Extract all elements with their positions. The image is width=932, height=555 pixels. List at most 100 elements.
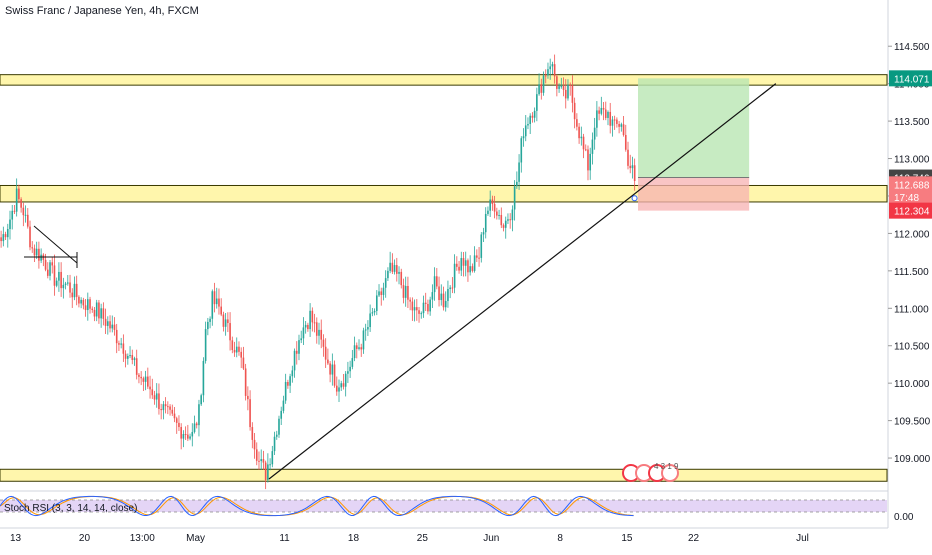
candle [209, 316, 211, 329]
candle-body [609, 111, 612, 126]
candle [64, 281, 67, 290]
candle-body [24, 214, 27, 216]
zone-base [0, 468, 888, 482]
candle-body [438, 286, 440, 301]
candle-body [444, 301, 447, 308]
candle-body [269, 464, 271, 466]
candle-body [456, 263, 458, 267]
candle-body [235, 346, 238, 353]
candle [98, 299, 100, 324]
candle [522, 128, 525, 147]
candle [24, 205, 27, 223]
candle-body [627, 149, 629, 166]
candle-body [602, 107, 605, 110]
candle [207, 317, 209, 336]
candle [349, 360, 351, 378]
candle-body [620, 124, 623, 127]
candle [476, 249, 478, 263]
candle-body [15, 188, 18, 212]
candle-body [220, 306, 222, 315]
candle-body [531, 115, 534, 118]
candle [484, 207, 487, 239]
candle [95, 299, 98, 322]
candle [593, 117, 596, 150]
price-tick-label: 114.500 [894, 42, 930, 53]
candle-body [71, 292, 74, 298]
candle [151, 378, 154, 399]
candle [453, 254, 456, 294]
candle [133, 356, 136, 366]
candle-body [576, 119, 578, 127]
candle [220, 298, 222, 317]
candle-body [98, 302, 100, 319]
candle [215, 287, 218, 309]
candle-body [9, 219, 11, 230]
candle [382, 282, 385, 301]
candle [309, 303, 311, 337]
candle [120, 337, 122, 349]
candle-body [618, 123, 620, 127]
candle [35, 241, 38, 260]
candle [335, 376, 338, 396]
candle-body [282, 400, 285, 411]
candle-body [311, 310, 314, 323]
candle [122, 334, 125, 362]
candle-body [518, 162, 520, 182]
candle-body [571, 85, 574, 103]
candle-body [111, 324, 114, 329]
candle-body [95, 302, 98, 317]
candle [384, 270, 387, 298]
candle [46, 262, 49, 279]
candle-body [538, 84, 540, 95]
candle-body [338, 387, 340, 392]
candle-body [407, 285, 409, 300]
candle-body [511, 209, 514, 221]
candle-body [351, 358, 354, 367]
candle [509, 213, 511, 229]
candle [167, 401, 169, 415]
candle-body [429, 299, 431, 312]
candle-body [516, 181, 518, 187]
candle-body [175, 418, 178, 423]
candle [329, 361, 331, 383]
candle [618, 120, 620, 134]
candle [438, 276, 440, 307]
candle [109, 315, 111, 333]
candle-body [391, 262, 394, 272]
candle-body [420, 313, 423, 315]
candle [82, 297, 85, 310]
candle [360, 343, 363, 357]
candle [327, 348, 329, 365]
candle [367, 320, 369, 336]
candle [411, 297, 414, 321]
candle [273, 431, 276, 456]
candle-body [380, 291, 383, 295]
candle [342, 373, 345, 390]
candle [93, 307, 96, 322]
countdown-badge-bg [889, 189, 932, 206]
candle [60, 262, 62, 297]
candle [607, 110, 609, 126]
candle-body [353, 345, 356, 359]
candle-body [102, 308, 105, 319]
candle [489, 190, 491, 217]
candle-body [313, 322, 316, 324]
candle [189, 433, 191, 441]
candle-body [355, 345, 358, 349]
candle [380, 287, 383, 306]
candle [375, 290, 378, 316]
time-tick-label: 13 [10, 533, 22, 544]
candle [127, 353, 129, 365]
candle-body [569, 84, 572, 86]
candle [178, 415, 180, 431]
candle [602, 101, 605, 121]
candle-body [567, 84, 569, 99]
price-tick-label: 109.000 [894, 454, 931, 465]
candle [295, 341, 298, 365]
candle [340, 380, 343, 391]
candle [556, 74, 558, 97]
candle-body [358, 347, 360, 349]
candle [500, 207, 503, 229]
candle [473, 246, 476, 273]
